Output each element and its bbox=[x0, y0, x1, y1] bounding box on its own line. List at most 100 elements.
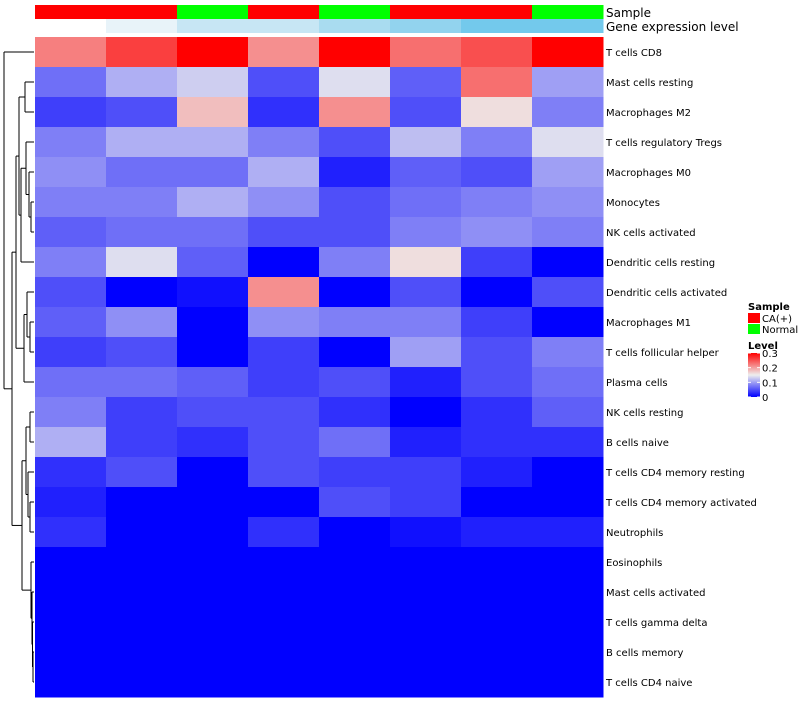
heatmap-cell bbox=[390, 607, 462, 638]
legend-tick-label: 0 bbox=[762, 393, 768, 404]
heatmap-cell bbox=[532, 457, 604, 488]
heatmap-cell bbox=[177, 37, 249, 68]
heatmap-cell bbox=[35, 457, 107, 488]
heatmap-cell bbox=[461, 667, 533, 698]
heatmap-cell bbox=[35, 337, 107, 368]
heatmap-cell bbox=[106, 547, 178, 578]
heatmap-cell bbox=[532, 67, 604, 98]
heatmap-cell bbox=[390, 667, 462, 698]
sample-annotation-cell bbox=[319, 5, 391, 19]
sample-annotation-cell bbox=[390, 5, 462, 19]
heatmap-cell bbox=[390, 37, 462, 68]
heatmap-cell bbox=[106, 307, 178, 338]
heatmap-cell bbox=[319, 157, 391, 188]
row-label: T cells CD4 naive bbox=[605, 678, 692, 689]
row-label: NK cells resting bbox=[606, 408, 683, 419]
heatmap-cell bbox=[461, 157, 533, 188]
heatmap-cell bbox=[177, 247, 249, 278]
row-label: T cells CD8 bbox=[605, 48, 662, 59]
annotation-label-sample: Sample bbox=[606, 6, 651, 20]
heatmap-cell bbox=[461, 97, 533, 128]
heatmap-cell bbox=[532, 337, 604, 368]
heatmap-cell bbox=[248, 187, 320, 218]
legend: Sample CA(+) Normal Level 0.3 0.2 0.1 0 bbox=[748, 302, 798, 404]
heatmap-cell bbox=[319, 547, 391, 578]
sample-annotation-cell bbox=[35, 5, 107, 19]
heatmap-cell bbox=[35, 67, 107, 98]
heatmap-cell bbox=[35, 247, 107, 278]
heatmap-cell bbox=[35, 517, 107, 548]
row-label: T cells regulatory Tregs bbox=[605, 138, 722, 149]
heatmap-cell bbox=[390, 457, 462, 488]
heatmap-cell bbox=[532, 607, 604, 638]
heatmap-cell bbox=[35, 217, 107, 248]
expression-level-annotation-cell bbox=[319, 19, 391, 33]
heatmap-cell bbox=[461, 67, 533, 98]
heatmap-cell bbox=[390, 157, 462, 188]
row-label: Macrophages M1 bbox=[606, 318, 691, 329]
heatmap-cell bbox=[177, 367, 249, 398]
heatmap-cell bbox=[35, 157, 107, 188]
heatmap-cell bbox=[106, 187, 178, 218]
heatmap-cell bbox=[319, 397, 391, 428]
heatmap-cell bbox=[106, 277, 178, 308]
heatmap-cell bbox=[532, 277, 604, 308]
heatmap-cell bbox=[319, 607, 391, 638]
heatmap-cell bbox=[461, 187, 533, 218]
heatmap-cell bbox=[248, 157, 320, 188]
heatmap-cell bbox=[248, 457, 320, 488]
legend-level-colorbar bbox=[748, 353, 760, 397]
heatmap-cell bbox=[461, 397, 533, 428]
heatmap-cell bbox=[461, 517, 533, 548]
heatmap-cell bbox=[390, 637, 462, 668]
heatmap-cell bbox=[106, 607, 178, 638]
heatmap-cell bbox=[532, 487, 604, 518]
legend-level-ticks: 0.3 0.2 0.1 0 bbox=[748, 349, 778, 404]
heatmap-cell bbox=[532, 577, 604, 608]
heatmap-cell bbox=[390, 127, 462, 158]
heatmap-cell bbox=[35, 367, 107, 398]
row-label: B cells memory bbox=[606, 648, 683, 659]
heatmap-cell bbox=[532, 547, 604, 578]
heatmap-cell bbox=[106, 247, 178, 278]
heatmap-cell bbox=[106, 487, 178, 518]
heatmap-cell bbox=[319, 187, 391, 218]
heatmap-cell bbox=[319, 247, 391, 278]
heatmap-cell bbox=[35, 307, 107, 338]
heatmap-cell bbox=[319, 457, 391, 488]
row-label: Plasma cells bbox=[606, 378, 668, 389]
heatmap-cell bbox=[319, 577, 391, 608]
legend-label-ca: CA(+) bbox=[762, 314, 792, 325]
annotation-track-labels: Sample Gene expression level bbox=[606, 6, 739, 34]
heatmap-cell bbox=[177, 97, 249, 128]
annotation-label-gene-expression-level: Gene expression level bbox=[606, 20, 739, 34]
heatmap-cell bbox=[248, 667, 320, 698]
heatmap-cell bbox=[106, 517, 178, 548]
heatmap-cell bbox=[532, 667, 604, 698]
heatmap-cell bbox=[177, 427, 249, 458]
heatmap-cell bbox=[177, 277, 249, 308]
heatmap-cell bbox=[532, 247, 604, 278]
heatmap-cell bbox=[319, 67, 391, 98]
heatmap-cell bbox=[532, 637, 604, 668]
heatmap-cell bbox=[390, 367, 462, 398]
heatmap-cell bbox=[106, 127, 178, 158]
heatmap-cell bbox=[461, 577, 533, 608]
heatmap-cell bbox=[177, 607, 249, 638]
heatmap-cell bbox=[319, 97, 391, 128]
heatmap-cell bbox=[532, 37, 604, 68]
heatmap-cell bbox=[177, 637, 249, 668]
heatmap-cell bbox=[390, 307, 462, 338]
annotation-tracks bbox=[35, 5, 604, 33]
row-label: Macrophages M0 bbox=[606, 168, 691, 179]
heatmap-cell bbox=[461, 427, 533, 458]
heatmap-cell bbox=[461, 337, 533, 368]
heatmap-cell bbox=[319, 307, 391, 338]
heatmap-cell bbox=[106, 667, 178, 698]
heatmap-cell bbox=[177, 127, 249, 158]
heatmap-cell bbox=[461, 487, 533, 518]
heatmap-cell bbox=[248, 547, 320, 578]
heatmap-cell bbox=[248, 247, 320, 278]
heatmap-cell bbox=[532, 127, 604, 158]
